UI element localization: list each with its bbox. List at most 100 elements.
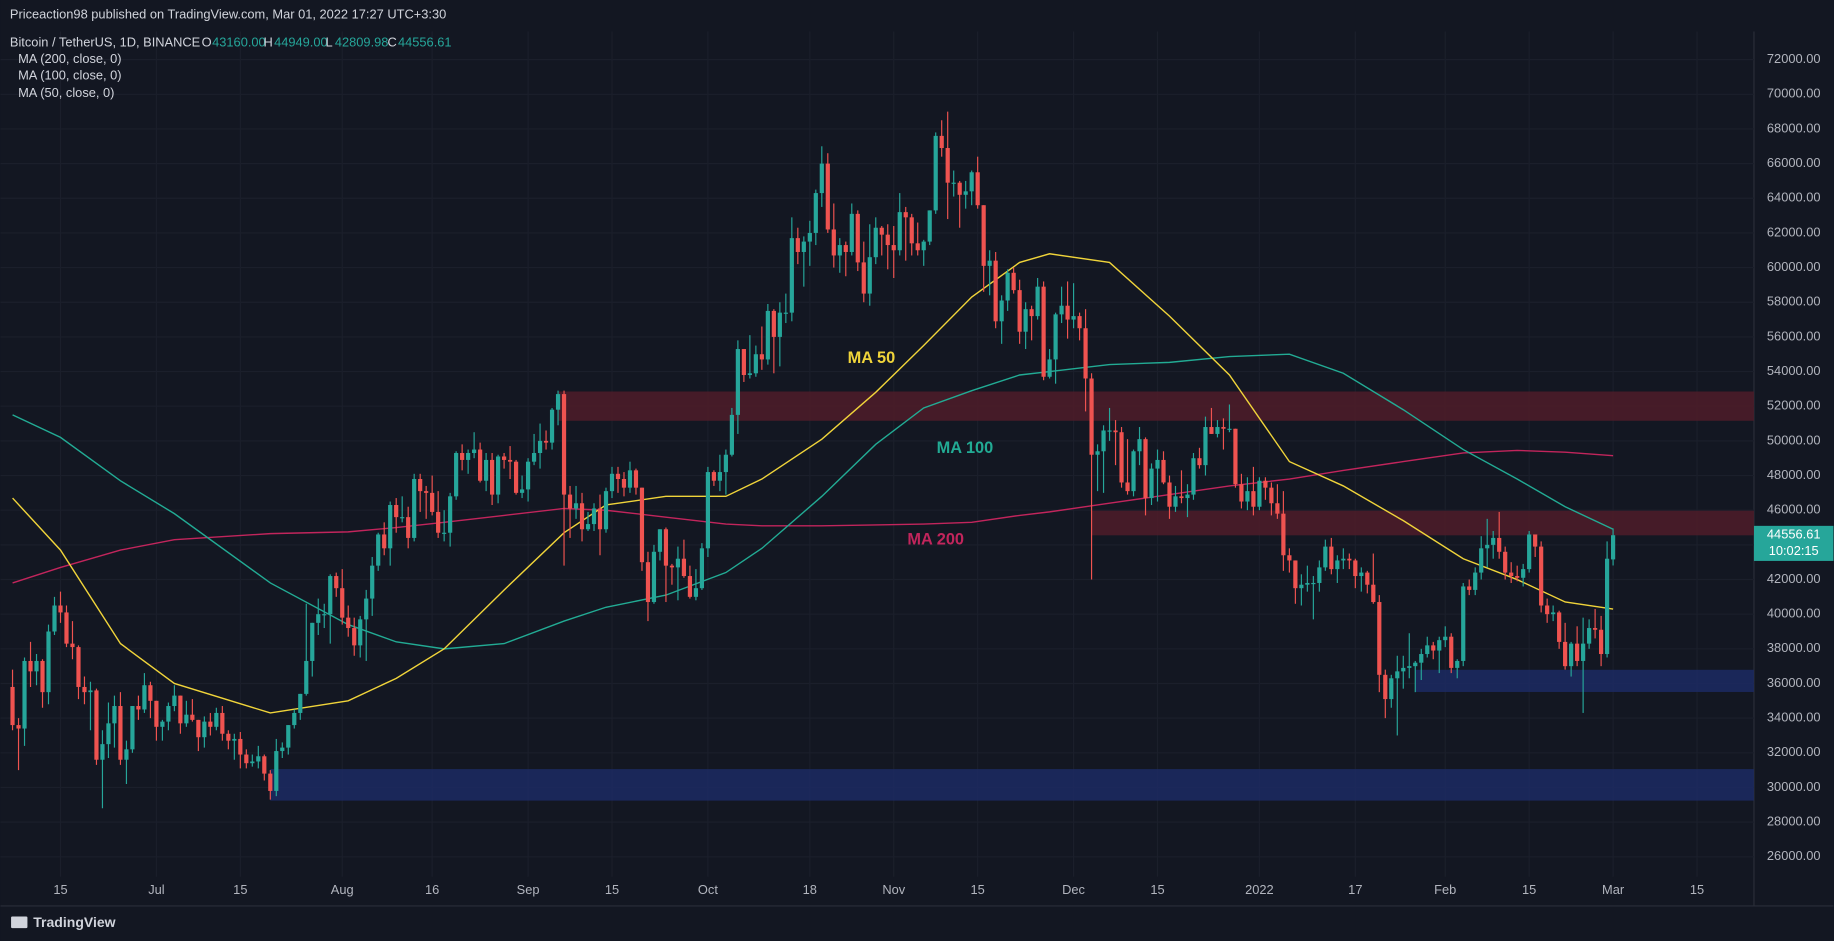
y-tick-label: 32000.00 xyxy=(1767,744,1821,759)
candle-body xyxy=(603,491,609,530)
candle-body xyxy=(927,210,932,242)
candle-body xyxy=(1035,286,1040,317)
candle-body xyxy=(1023,309,1028,332)
indicator-legend[interactable]: MA (50, close, 0) xyxy=(18,85,114,100)
candle-body xyxy=(681,558,687,577)
candle-body xyxy=(909,217,914,244)
y-tick-label: 64000.00 xyxy=(1767,190,1821,205)
candle-body xyxy=(1071,316,1076,320)
x-tick-label: Feb xyxy=(1434,882,1456,897)
candle-body xyxy=(430,492,435,512)
candle-body xyxy=(591,508,597,525)
candle-body xyxy=(501,456,507,460)
indicator-legend[interactable]: MA (200, close, 0) xyxy=(18,51,122,66)
candle-body xyxy=(669,565,675,568)
candle-body xyxy=(1551,612,1556,615)
candle-body xyxy=(885,234,890,246)
y-tick-label: 40000.00 xyxy=(1767,606,1821,621)
candle-body xyxy=(789,238,794,313)
candle-body xyxy=(1545,605,1550,615)
y-tick-label: 36000.00 xyxy=(1767,675,1821,690)
candle-body xyxy=(1173,496,1178,507)
y-tick-label: 34000.00 xyxy=(1767,710,1821,725)
ohlc-key: O xyxy=(202,35,212,50)
candle-body xyxy=(1239,484,1244,502)
candle-body xyxy=(945,148,950,183)
candle-body xyxy=(1251,491,1256,507)
candle-body xyxy=(873,227,878,258)
candle-body xyxy=(1377,602,1382,675)
candle-body xyxy=(1407,666,1412,668)
footer-brand[interactable]: TradingView xyxy=(11,914,116,930)
candle-body xyxy=(316,614,321,623)
candle-body xyxy=(1293,560,1298,589)
candle-body xyxy=(352,628,357,646)
candle-body xyxy=(388,504,393,549)
candle-body xyxy=(615,473,621,480)
candle-body xyxy=(166,706,171,722)
candle-body xyxy=(274,751,279,791)
candle-body xyxy=(585,524,591,530)
candle-body xyxy=(1209,427,1214,434)
candle-body xyxy=(424,491,429,493)
annotation: MA 100 xyxy=(937,439,994,457)
candle-body xyxy=(1077,316,1082,329)
candle-body xyxy=(663,529,669,566)
candle-body xyxy=(208,721,213,727)
candle-body xyxy=(777,312,782,337)
candle-body xyxy=(897,212,902,251)
candle-body xyxy=(729,414,734,455)
y-tick-label: 70000.00 xyxy=(1767,86,1821,101)
moving-average-line xyxy=(12,449,1614,584)
candle-body xyxy=(154,700,159,727)
candle-body xyxy=(951,182,956,184)
candle-body xyxy=(891,245,896,251)
annotation: MA 200 xyxy=(907,530,964,548)
candle-body xyxy=(567,494,573,509)
candle-body xyxy=(837,245,842,256)
y-tick-label: 50000.00 xyxy=(1767,432,1821,447)
brand-name: TradingView xyxy=(33,914,115,930)
candle-body xyxy=(1143,439,1148,499)
candle-body xyxy=(232,738,237,741)
candle-body xyxy=(753,354,758,374)
x-tick-label: 15 xyxy=(971,882,985,897)
candle-body xyxy=(543,440,549,443)
candle-body xyxy=(1083,328,1088,379)
candle-body xyxy=(1095,451,1100,455)
candle-body xyxy=(1185,494,1190,499)
candle-body xyxy=(1059,305,1064,315)
candle-body xyxy=(148,685,153,701)
candle-body xyxy=(735,349,740,415)
candle-body xyxy=(40,660,45,693)
candle-body xyxy=(1335,560,1340,570)
candle-body xyxy=(484,459,489,481)
zone xyxy=(270,769,1754,801)
candle-body xyxy=(1275,503,1280,514)
candle-body xyxy=(370,565,375,599)
candle-body xyxy=(705,472,711,549)
y-tick-label: 68000.00 xyxy=(1767,120,1821,135)
candle-body xyxy=(436,511,441,533)
candle-body xyxy=(579,503,585,530)
x-tick-label: Oct xyxy=(698,882,718,897)
candle-body xyxy=(867,257,872,294)
annotation: MA 50 xyxy=(848,349,896,367)
candle-body xyxy=(1569,643,1574,667)
candle-body xyxy=(795,238,800,252)
candle-body xyxy=(561,394,567,495)
candle-body xyxy=(771,310,776,337)
plot-area xyxy=(10,111,1754,809)
candle-body xyxy=(975,172,980,206)
candle-body xyxy=(28,660,33,672)
candle-body xyxy=(1131,451,1136,492)
ohlc-value: 44949.00 xyxy=(274,35,328,50)
indicator-legend[interactable]: MA (100, close, 0) xyxy=(18,67,122,82)
candle-body xyxy=(1149,468,1154,499)
candle-body xyxy=(94,690,99,760)
candle-body xyxy=(1329,546,1334,570)
bar-countdown: 10:02:15 xyxy=(1769,543,1819,558)
candle-body xyxy=(82,686,87,693)
candle-body xyxy=(621,479,627,488)
y-tick-label: 72000.00 xyxy=(1767,51,1821,66)
